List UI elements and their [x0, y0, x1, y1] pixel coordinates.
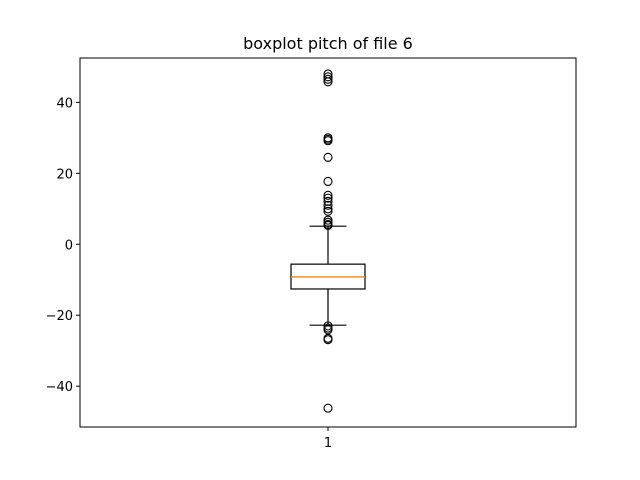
chart-title: boxplot pitch of file 6: [243, 34, 413, 53]
plot-area: [290, 69, 366, 413]
outlier-point: [323, 193, 333, 203]
outlier-point: [323, 206, 333, 216]
outlier-point: [323, 220, 333, 231]
outlier-point: [323, 176, 333, 187]
y-axis: −40 −20 0 20 40: [46, 96, 80, 395]
outlier-point: [323, 74, 333, 84]
outlier-point: [323, 190, 333, 200]
y-tick-label: −20: [46, 309, 73, 324]
outlier-point: [323, 152, 333, 162]
y-tick-label: −40: [46, 380, 73, 395]
outlier-point: [323, 77, 333, 87]
x-tick-label: 1: [324, 436, 332, 451]
y-tick-label: 0: [65, 238, 73, 253]
outlier-point: [323, 335, 333, 345]
outlier-point: [323, 200, 333, 210]
outlier-point: [323, 136, 333, 146]
y-tick-label: 40: [56, 96, 73, 111]
y-tick-label: 20: [56, 167, 73, 182]
x-axis: 1: [324, 427, 332, 451]
outlier-point: [323, 72, 333, 82]
outlier-point: [323, 204, 333, 214]
outlier-point: [323, 403, 333, 413]
